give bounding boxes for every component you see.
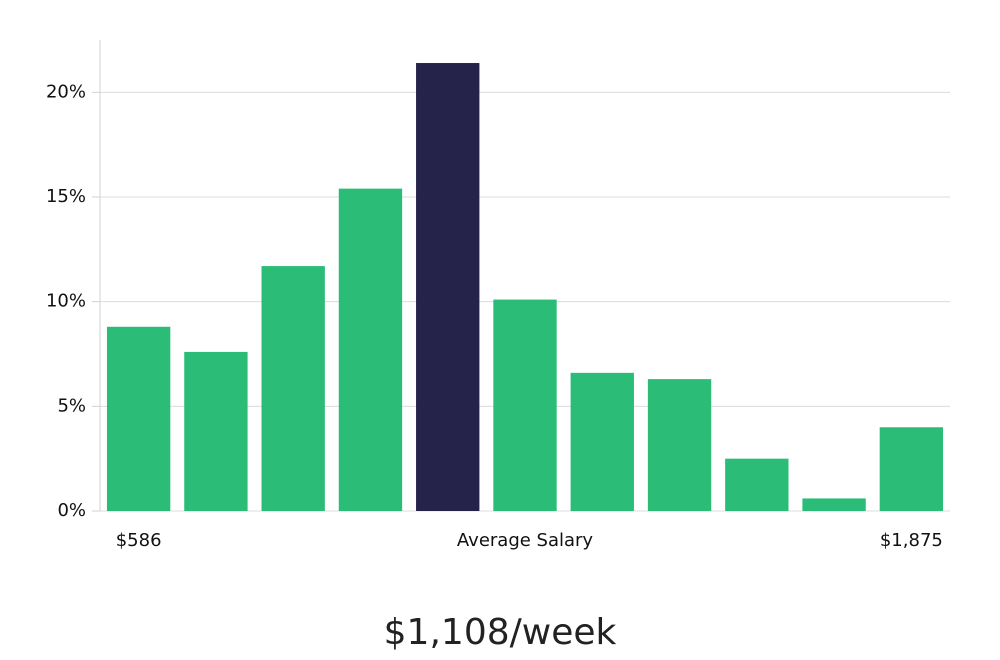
bar: [416, 63, 480, 511]
bar: [493, 299, 557, 511]
caption: $1,108/week: [384, 612, 617, 653]
x-tick-label: $1,875: [880, 530, 943, 551]
y-tick-label: 0%: [57, 500, 86, 521]
y-tick-label: 10%: [46, 291, 86, 312]
y-tick-label: 15%: [46, 186, 86, 207]
bar: [261, 266, 325, 511]
bar: [338, 188, 403, 512]
bar: [802, 498, 866, 511]
y-tick-label: 5%: [57, 395, 86, 416]
bar: [879, 427, 944, 511]
bar: [184, 351, 248, 511]
bar: [570, 372, 634, 511]
bar: [647, 379, 712, 511]
bar: [725, 458, 789, 511]
bar: [106, 326, 171, 511]
x-tick-label: Average Salary: [457, 530, 594, 551]
x-tick-label: $586: [116, 530, 162, 551]
y-tick-label: 20%: [46, 81, 86, 102]
